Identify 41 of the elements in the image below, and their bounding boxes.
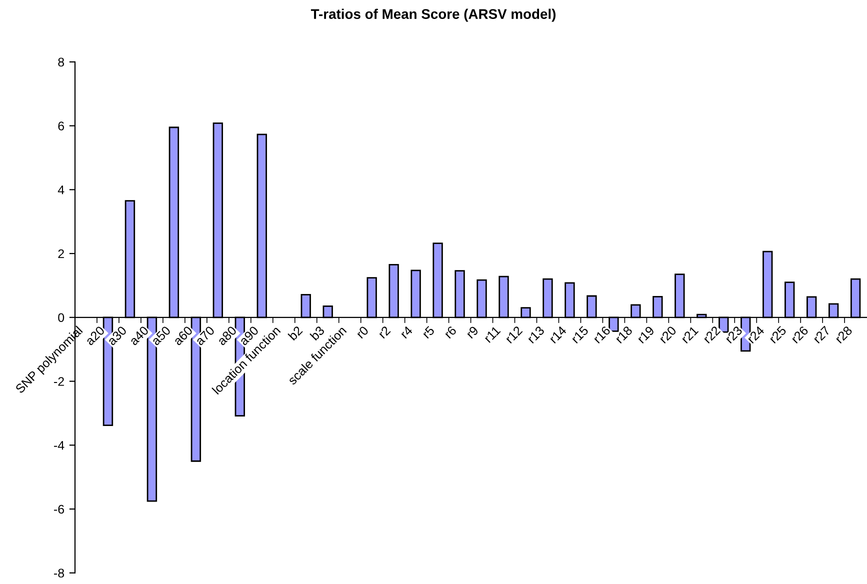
x-tick-label: r27 bbox=[812, 326, 831, 344]
y-tick-label: -6 bbox=[54, 504, 64, 514]
y-tick-label: -2 bbox=[54, 377, 64, 386]
x-tick-label: a20 bbox=[84, 326, 106, 346]
x-tick-label: r18 bbox=[614, 326, 633, 344]
y-tick-label: 8 bbox=[58, 58, 64, 67]
x-tick-label: r24 bbox=[746, 325, 765, 344]
x-tick-label: r14 bbox=[548, 326, 567, 344]
x-tick-label: r13 bbox=[526, 326, 545, 344]
x-tick-label: r12 bbox=[504, 326, 523, 344]
x-tick-label: r23 bbox=[724, 326, 743, 344]
x-tick-label: a80 bbox=[216, 326, 238, 346]
x-tick-label: r16 bbox=[592, 326, 611, 344]
x-tick-label: r0 bbox=[356, 326, 369, 339]
x-tick-label: r6 bbox=[444, 326, 457, 339]
x-tick-label: r9 bbox=[466, 326, 479, 339]
chart-title: T-ratios of Mean Score (ARSV model) bbox=[310, 8, 556, 22]
x-tick-label: a70 bbox=[194, 326, 216, 346]
x-tick-label: r21 bbox=[680, 326, 699, 344]
y-tick-label: 0 bbox=[58, 313, 64, 322]
y-tick-label: 4 bbox=[58, 186, 64, 194]
x-tick-label: r28 bbox=[834, 326, 853, 344]
x-tick-label: a60 bbox=[172, 326, 194, 346]
x-tick-label: b2 bbox=[288, 325, 303, 341]
x-tick-label: a40 bbox=[128, 326, 150, 346]
x-tick-label: a50 bbox=[150, 326, 172, 346]
x-tick-label: r5 bbox=[422, 326, 435, 339]
x-tick-label: r11 bbox=[484, 326, 501, 343]
x-tick-label: r22 bbox=[702, 326, 721, 344]
x-tick-label: r2 bbox=[378, 326, 391, 339]
x-tick-label: a30 bbox=[106, 326, 128, 346]
y-tick-label: 6 bbox=[58, 122, 64, 130]
x-tick-label: r25 bbox=[768, 326, 787, 344]
x-tick-label: r15 bbox=[570, 326, 589, 344]
x-tick-label: r20 bbox=[658, 326, 677, 344]
x-tick-label: r4 bbox=[400, 326, 413, 339]
x-tick-label: r26 bbox=[790, 326, 809, 344]
y-tick-label: 2 bbox=[58, 249, 64, 258]
y-tick-label: -8 bbox=[54, 568, 64, 578]
x-tick-label: r19 bbox=[636, 326, 655, 344]
y-tick-label: -4 bbox=[54, 441, 64, 450]
